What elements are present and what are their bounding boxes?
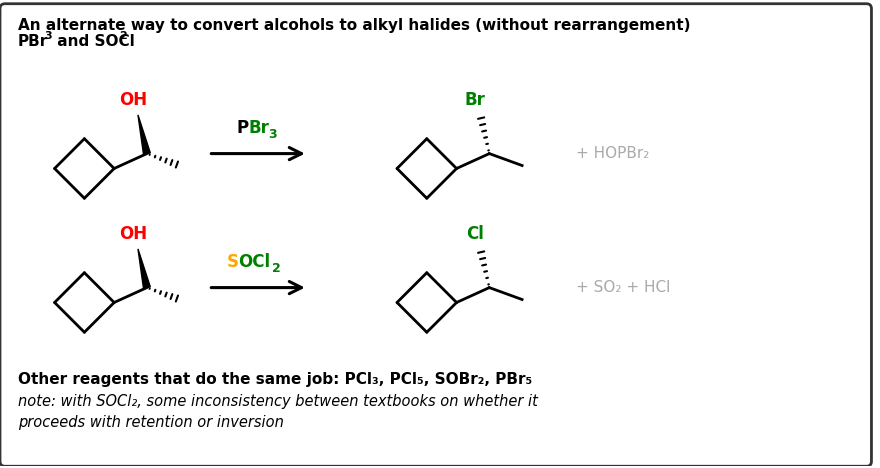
Text: + SO₂ + HCl: + SO₂ + HCl [576,280,670,295]
Text: S: S [226,253,238,271]
Text: An alternate way to convert alcohols to alkyl halides (without rearrangement): An alternate way to convert alcohols to … [18,18,691,33]
FancyBboxPatch shape [0,4,871,466]
Text: P: P [236,119,248,137]
Text: 2: 2 [119,30,127,41]
Text: Cl: Cl [466,225,484,243]
Text: 3: 3 [45,30,52,41]
Text: PBr: PBr [18,34,48,49]
Polygon shape [138,115,150,154]
Text: OCl: OCl [238,253,270,271]
Text: + HOPBr₂: + HOPBr₂ [576,146,649,161]
Text: OH: OH [119,91,147,109]
Text: Br: Br [248,119,269,137]
Text: and SOCl: and SOCl [52,34,135,49]
Text: note: with SOCl₂, some inconsistency between textbooks on whether it
proceeds wi: note: with SOCl₂, some inconsistency bet… [18,394,538,430]
Text: 3: 3 [268,128,276,141]
Text: Br: Br [465,91,486,109]
Text: 2: 2 [272,262,281,275]
Text: Other reagents that do the same job: PCl₃, PCl₅, SOBr₂, PBr₅: Other reagents that do the same job: PCl… [18,372,532,387]
Text: OH: OH [119,225,147,243]
Polygon shape [138,249,150,288]
